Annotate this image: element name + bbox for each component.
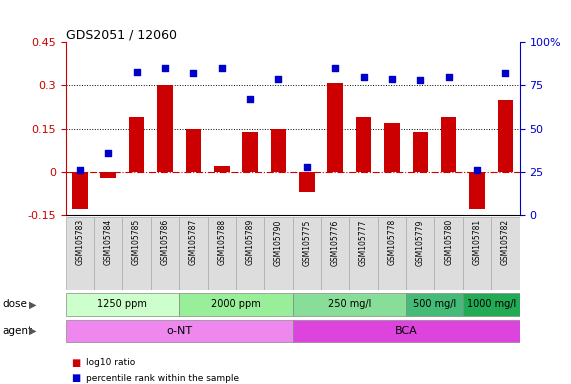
- Text: GSM105785: GSM105785: [132, 219, 141, 265]
- Point: [387, 76, 396, 82]
- Bar: [406, 293, 463, 316]
- Text: percentile rank within the sample: percentile rank within the sample: [86, 374, 239, 383]
- Text: GSM105784: GSM105784: [104, 219, 112, 265]
- Bar: [327, 83, 343, 172]
- Bar: [293, 217, 321, 290]
- Point: [132, 68, 141, 74]
- Text: GSM105781: GSM105781: [473, 219, 481, 265]
- Text: GSM105779: GSM105779: [416, 219, 425, 265]
- Text: BCA: BCA: [395, 326, 417, 336]
- Text: 500 mg/l: 500 mg/l: [413, 299, 456, 310]
- Bar: [463, 217, 491, 290]
- Bar: [100, 172, 116, 177]
- Bar: [122, 217, 151, 290]
- Bar: [207, 217, 236, 290]
- Bar: [186, 129, 201, 172]
- Point: [246, 96, 255, 103]
- Point: [331, 65, 340, 71]
- Text: GSM105787: GSM105787: [189, 219, 198, 265]
- Bar: [179, 217, 207, 290]
- Text: GSM105782: GSM105782: [501, 219, 510, 265]
- Text: agent: agent: [3, 326, 33, 336]
- Point: [359, 74, 368, 80]
- Point: [416, 77, 425, 83]
- Bar: [356, 117, 371, 172]
- Point: [302, 164, 311, 170]
- Text: GSM105780: GSM105780: [444, 219, 453, 265]
- Text: GSM105778: GSM105778: [388, 219, 396, 265]
- Point: [472, 167, 481, 173]
- Text: GSM105788: GSM105788: [217, 219, 226, 265]
- Text: 1000 mg/l: 1000 mg/l: [467, 299, 516, 310]
- Point: [217, 65, 226, 71]
- Bar: [349, 217, 378, 290]
- Bar: [264, 217, 292, 290]
- Text: GSM105786: GSM105786: [160, 219, 170, 265]
- Bar: [66, 293, 179, 316]
- Text: GSM105790: GSM105790: [274, 219, 283, 265]
- Text: GSM105789: GSM105789: [246, 219, 255, 265]
- Point: [104, 150, 113, 156]
- Point: [444, 74, 453, 80]
- Bar: [463, 293, 520, 316]
- Text: GSM105776: GSM105776: [331, 219, 340, 265]
- Bar: [378, 217, 406, 290]
- Bar: [66, 217, 94, 290]
- Point: [274, 76, 283, 82]
- Bar: [179, 293, 292, 316]
- Bar: [214, 166, 230, 172]
- Bar: [72, 172, 88, 209]
- Bar: [94, 217, 122, 290]
- Text: 1250 ppm: 1250 ppm: [98, 299, 147, 310]
- Text: o-NT: o-NT: [166, 326, 192, 336]
- Point: [160, 65, 170, 71]
- Bar: [236, 217, 264, 290]
- Text: log10 ratio: log10 ratio: [86, 358, 135, 367]
- Bar: [491, 217, 520, 290]
- Point: [501, 70, 510, 76]
- Text: 250 mg/l: 250 mg/l: [328, 299, 371, 310]
- Bar: [406, 217, 435, 290]
- Point: [75, 167, 85, 173]
- Text: ▶: ▶: [29, 299, 36, 310]
- Bar: [299, 172, 315, 192]
- Bar: [151, 217, 179, 290]
- Bar: [293, 320, 520, 343]
- Point: [189, 70, 198, 76]
- Text: GSM105783: GSM105783: [75, 219, 85, 265]
- Text: ▶: ▶: [29, 326, 36, 336]
- Bar: [441, 117, 456, 172]
- Text: GDS2051 / 12060: GDS2051 / 12060: [66, 28, 176, 41]
- Bar: [157, 86, 173, 172]
- Text: ■: ■: [71, 358, 81, 368]
- Text: dose: dose: [3, 299, 28, 310]
- Bar: [412, 131, 428, 172]
- Bar: [384, 123, 400, 172]
- Bar: [435, 217, 463, 290]
- Bar: [271, 129, 286, 172]
- Bar: [321, 217, 349, 290]
- Text: 2000 ppm: 2000 ppm: [211, 299, 261, 310]
- Bar: [497, 100, 513, 172]
- Bar: [66, 320, 292, 343]
- Text: ■: ■: [71, 373, 81, 383]
- Bar: [129, 117, 144, 172]
- Bar: [293, 293, 406, 316]
- Bar: [469, 172, 485, 209]
- Text: GSM105777: GSM105777: [359, 219, 368, 265]
- Bar: [242, 131, 258, 172]
- Text: GSM105775: GSM105775: [302, 219, 311, 265]
